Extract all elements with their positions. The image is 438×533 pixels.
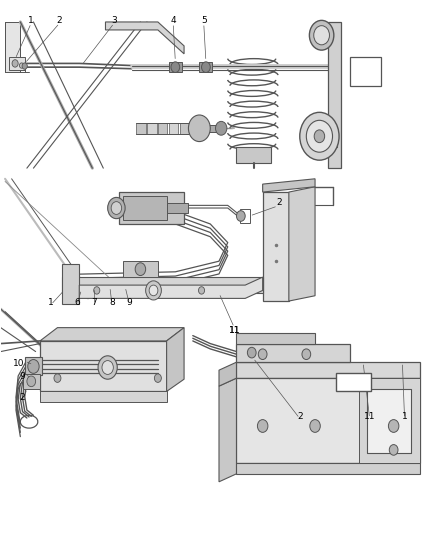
Text: FWD: FWD xyxy=(343,378,363,387)
Text: 9: 9 xyxy=(19,372,25,381)
Polygon shape xyxy=(289,187,315,301)
Circle shape xyxy=(302,349,311,360)
Text: 1: 1 xyxy=(402,412,407,421)
Circle shape xyxy=(146,281,161,300)
Polygon shape xyxy=(169,123,178,134)
Polygon shape xyxy=(237,147,272,163)
Text: 11: 11 xyxy=(229,326,240,335)
Text: 3: 3 xyxy=(111,17,117,26)
Polygon shape xyxy=(147,123,156,134)
Circle shape xyxy=(28,360,39,373)
Polygon shape xyxy=(237,344,350,362)
Circle shape xyxy=(300,112,339,160)
Polygon shape xyxy=(263,192,289,301)
Circle shape xyxy=(198,287,205,294)
Polygon shape xyxy=(10,56,25,70)
Circle shape xyxy=(102,361,113,374)
Circle shape xyxy=(247,348,256,358)
Text: 5: 5 xyxy=(201,17,207,26)
Polygon shape xyxy=(40,341,166,391)
Circle shape xyxy=(27,376,35,386)
Circle shape xyxy=(258,349,267,360)
Polygon shape xyxy=(106,22,184,54)
Circle shape xyxy=(389,419,399,432)
Polygon shape xyxy=(237,463,420,474)
Circle shape xyxy=(108,197,125,219)
Polygon shape xyxy=(40,391,166,402)
FancyBboxPatch shape xyxy=(336,373,371,391)
Polygon shape xyxy=(166,328,184,391)
Polygon shape xyxy=(219,378,237,482)
Circle shape xyxy=(19,63,24,68)
Text: 10: 10 xyxy=(13,359,25,368)
Polygon shape xyxy=(169,62,182,72)
Polygon shape xyxy=(166,203,188,213)
Text: 8: 8 xyxy=(109,298,115,307)
Polygon shape xyxy=(328,22,341,168)
Text: 1: 1 xyxy=(48,298,54,307)
Polygon shape xyxy=(62,264,79,304)
Polygon shape xyxy=(22,374,40,389)
Polygon shape xyxy=(208,125,217,132)
Polygon shape xyxy=(119,192,184,224)
Polygon shape xyxy=(5,22,20,72)
Polygon shape xyxy=(219,362,237,386)
Text: 7: 7 xyxy=(92,298,97,307)
Circle shape xyxy=(188,115,210,142)
Circle shape xyxy=(237,211,245,221)
Circle shape xyxy=(111,201,122,214)
Polygon shape xyxy=(180,123,189,134)
Text: 11: 11 xyxy=(229,326,240,335)
Polygon shape xyxy=(237,333,315,344)
Polygon shape xyxy=(62,293,79,298)
Text: 1: 1 xyxy=(28,17,34,26)
Circle shape xyxy=(135,263,146,276)
Polygon shape xyxy=(359,378,420,463)
Circle shape xyxy=(310,419,320,432)
Text: 2: 2 xyxy=(19,393,25,402)
Polygon shape xyxy=(237,378,420,463)
Polygon shape xyxy=(158,123,167,134)
Polygon shape xyxy=(367,389,411,453)
Text: 4: 4 xyxy=(170,17,176,26)
Circle shape xyxy=(98,356,117,379)
Circle shape xyxy=(389,445,398,455)
Polygon shape xyxy=(62,277,263,293)
Circle shape xyxy=(12,60,18,67)
Circle shape xyxy=(314,130,325,143)
Text: 2: 2 xyxy=(276,198,282,207)
Polygon shape xyxy=(79,277,263,298)
Circle shape xyxy=(171,62,180,72)
Circle shape xyxy=(22,63,27,69)
Circle shape xyxy=(54,374,61,382)
Text: 6: 6 xyxy=(74,298,80,307)
Circle shape xyxy=(201,62,210,72)
Polygon shape xyxy=(304,126,337,147)
Polygon shape xyxy=(25,357,42,375)
Polygon shape xyxy=(237,362,420,378)
Circle shape xyxy=(154,374,161,382)
Text: 2: 2 xyxy=(57,17,63,26)
Circle shape xyxy=(309,20,334,50)
Polygon shape xyxy=(136,123,146,134)
Circle shape xyxy=(94,287,100,294)
Circle shape xyxy=(306,120,332,152)
Circle shape xyxy=(314,26,329,45)
Text: 2: 2 xyxy=(297,412,303,421)
Polygon shape xyxy=(199,62,212,72)
Circle shape xyxy=(215,122,227,135)
Polygon shape xyxy=(123,261,158,277)
Polygon shape xyxy=(40,328,184,341)
Text: 9: 9 xyxy=(127,298,132,307)
Circle shape xyxy=(258,419,268,432)
Text: 11: 11 xyxy=(364,412,375,421)
Polygon shape xyxy=(123,196,166,220)
Polygon shape xyxy=(263,179,315,192)
Circle shape xyxy=(149,285,158,296)
